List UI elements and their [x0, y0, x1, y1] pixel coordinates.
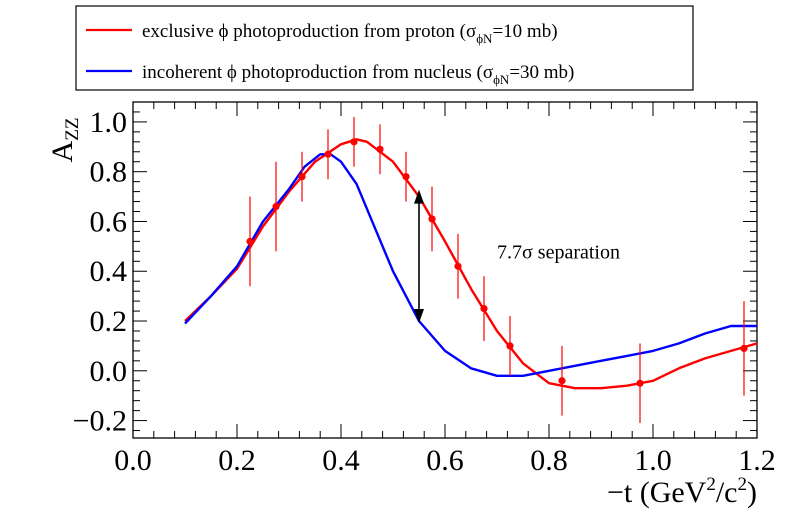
- y-tick-label: 0.4: [90, 255, 128, 288]
- y-tick-label: 0.6: [90, 205, 128, 238]
- y-tick-label: 0.0: [90, 355, 128, 388]
- separation-arrow-head-up: [414, 189, 424, 204]
- data-point: [480, 304, 488, 313]
- y-tick-label: 1.0: [90, 106, 128, 139]
- plot-frame: [132, 101, 758, 439]
- x-tick-label: 0.0: [114, 444, 152, 477]
- data-point: [506, 342, 514, 350]
- y-tick-label: −0.2: [73, 405, 127, 438]
- x-tick-label: 0.4: [322, 444, 360, 477]
- data-point: [324, 150, 332, 158]
- data-point: [636, 379, 644, 387]
- data-point: [298, 173, 306, 181]
- data-point: [558, 377, 566, 385]
- data-point: [454, 262, 462, 270]
- x-tick-label: 1.2: [738, 444, 776, 477]
- data-point: [402, 173, 410, 181]
- data-point: [272, 202, 280, 211]
- nucleus-curve: [184, 153, 757, 377]
- data-point: [376, 145, 384, 153]
- data-point: [246, 237, 254, 245]
- y-tick-label: 0.8: [90, 156, 128, 189]
- data-point: [740, 344, 748, 352]
- legend-label-nucleus: incoherent ϕ photoproduction from nucleu…: [142, 62, 574, 87]
- data-point: [428, 215, 436, 223]
- plot-area: 0.0 0.2 0.4 0.6 0.8 1.0 1.2 −0.2 0.0 0.2 0.4 0.6 0.8…: [73, 101, 776, 477]
- separation-arrow-head-down: [414, 309, 424, 324]
- annotation-text: 7.7σ separation: [497, 241, 620, 263]
- x-tick-label: 1.0: [634, 444, 672, 477]
- legend-box: [75, 5, 694, 91]
- legend: exclusive ϕ photoproduction from proton …: [75, 5, 694, 91]
- x-tick-label: 0.6: [426, 444, 464, 477]
- data-point: [350, 138, 358, 146]
- y-tick-label: 0.2: [90, 305, 128, 338]
- x-tick-label: 0.2: [218, 444, 256, 477]
- proton-curve: [184, 138, 758, 390]
- legend-label-proton: exclusive ϕ photoproduction from proton …: [142, 21, 558, 46]
- x-tick-label: 0.8: [530, 444, 568, 477]
- y-axis-title: AZZ: [46, 118, 83, 163]
- x-axis-title: −t (GeV2/c2): [607, 474, 757, 509]
